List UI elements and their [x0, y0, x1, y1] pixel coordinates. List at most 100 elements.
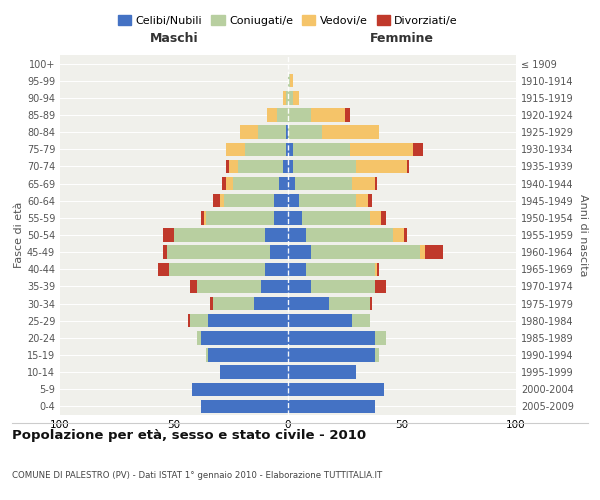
Bar — [413, 142, 422, 156]
Bar — [302, 211, 370, 224]
Bar — [374, 262, 377, 276]
Bar — [270, 246, 288, 259]
Bar — [174, 228, 265, 241]
Bar — [274, 211, 288, 224]
Bar — [206, 211, 274, 224]
Bar — [213, 297, 254, 310]
Bar — [374, 331, 386, 344]
Bar — [322, 126, 379, 139]
Bar — [374, 177, 377, 190]
Bar — [188, 314, 190, 328]
Bar — [265, 262, 288, 276]
Bar — [420, 246, 425, 259]
Bar — [274, 194, 288, 207]
Bar — [377, 262, 379, 276]
Bar — [220, 366, 288, 379]
Bar — [288, 74, 290, 88]
Bar — [288, 228, 306, 241]
Bar — [345, 108, 350, 122]
Bar — [288, 142, 293, 156]
Bar — [295, 177, 352, 190]
Bar — [382, 211, 386, 224]
Bar — [407, 160, 409, 173]
Bar — [233, 177, 279, 190]
Bar — [288, 348, 374, 362]
Bar — [226, 142, 245, 156]
Bar — [208, 348, 288, 362]
Bar — [370, 297, 373, 310]
Bar — [370, 211, 382, 224]
Text: Maschi: Maschi — [149, 32, 199, 44]
Bar — [352, 177, 374, 190]
Bar — [286, 126, 288, 139]
Bar — [393, 228, 404, 241]
Bar — [259, 126, 286, 139]
Bar — [279, 177, 288, 190]
Bar — [425, 246, 443, 259]
Bar — [288, 331, 374, 344]
Bar — [190, 314, 208, 328]
Bar — [288, 126, 322, 139]
Bar — [288, 382, 384, 396]
Bar — [163, 228, 174, 241]
Bar — [368, 194, 373, 207]
Bar — [222, 177, 226, 190]
Bar — [374, 280, 386, 293]
Bar — [202, 331, 288, 344]
Bar — [283, 91, 286, 104]
Legend: Celibi/Nubili, Coniugati/e, Vedovi/e, Divorziati/e: Celibi/Nubili, Coniugati/e, Vedovi/e, Di… — [113, 10, 463, 30]
Bar — [238, 160, 283, 173]
Bar — [169, 262, 265, 276]
Bar — [190, 280, 197, 293]
Bar — [293, 142, 350, 156]
Bar — [224, 194, 274, 207]
Bar — [311, 280, 374, 293]
Bar — [350, 142, 413, 156]
Bar — [240, 126, 259, 139]
Bar — [197, 280, 260, 293]
Bar — [211, 297, 213, 310]
Bar — [288, 366, 356, 379]
Bar — [404, 228, 407, 241]
Bar — [329, 297, 370, 310]
Bar — [192, 382, 288, 396]
Bar — [229, 160, 238, 173]
Bar — [288, 108, 311, 122]
Bar — [203, 211, 206, 224]
Bar — [158, 262, 169, 276]
Bar — [288, 160, 293, 173]
Bar — [352, 314, 370, 328]
Bar — [286, 142, 288, 156]
Bar — [288, 314, 352, 328]
Bar — [356, 194, 368, 207]
Bar — [167, 246, 270, 259]
Bar — [306, 262, 374, 276]
Bar — [288, 280, 311, 293]
Bar — [288, 194, 299, 207]
Bar — [288, 400, 374, 413]
Bar — [163, 246, 167, 259]
Y-axis label: Anni di nascita: Anni di nascita — [578, 194, 587, 276]
Bar — [268, 108, 277, 122]
Bar — [197, 331, 202, 344]
Bar — [208, 314, 288, 328]
Bar — [220, 194, 224, 207]
Bar — [311, 246, 420, 259]
Text: COMUNE DI PALESTRO (PV) - Dati ISTAT 1° gennaio 2010 - Elaborazione TUTTITALIA.I: COMUNE DI PALESTRO (PV) - Dati ISTAT 1° … — [12, 471, 382, 480]
Bar — [283, 160, 288, 173]
Bar — [288, 297, 329, 310]
Bar — [286, 91, 288, 104]
Bar — [306, 228, 393, 241]
Bar — [293, 91, 299, 104]
Bar — [299, 194, 356, 207]
Y-axis label: Fasce di età: Fasce di età — [14, 202, 24, 268]
Bar — [245, 142, 286, 156]
Bar — [265, 228, 288, 241]
Bar — [226, 177, 233, 190]
Bar — [288, 177, 295, 190]
Bar — [202, 400, 288, 413]
Bar — [288, 211, 302, 224]
Bar — [293, 160, 356, 173]
Text: Femmine: Femmine — [370, 32, 434, 44]
Bar — [288, 246, 311, 259]
